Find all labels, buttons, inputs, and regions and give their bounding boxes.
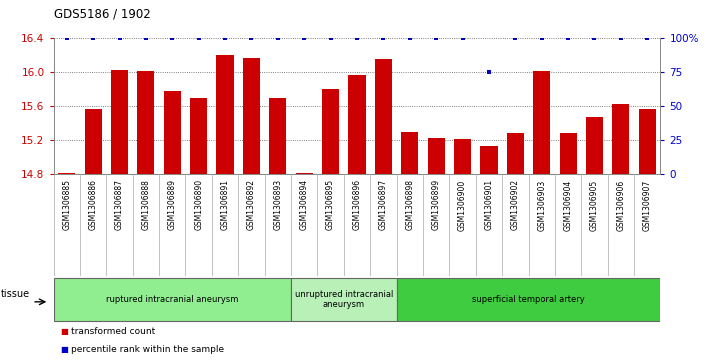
Text: GSM1306903: GSM1306903 (537, 179, 546, 231)
Text: GSM1306897: GSM1306897 (379, 179, 388, 231)
Bar (269, 98, 286, 174)
Text: GSM1306904: GSM1306904 (563, 179, 573, 231)
Text: tissue: tissue (1, 289, 30, 299)
Bar (533, 71, 550, 174)
Text: GSM1306899: GSM1306899 (432, 179, 441, 231)
Bar (507, 132, 524, 174)
Text: GDS5186 / 1902: GDS5186 / 1902 (54, 7, 151, 20)
Bar (401, 132, 418, 174)
Bar (84, 109, 101, 174)
Bar (481, 146, 498, 174)
Text: GSM1306892: GSM1306892 (247, 179, 256, 230)
Text: GSM1306894: GSM1306894 (300, 179, 308, 231)
Text: GSM1306887: GSM1306887 (115, 179, 124, 230)
Bar (243, 58, 260, 174)
Bar (613, 103, 630, 174)
Bar (560, 134, 577, 174)
Text: GSM1306890: GSM1306890 (194, 179, 203, 231)
Bar (586, 117, 603, 174)
Text: percentile rank within the sample: percentile rank within the sample (71, 345, 224, 354)
Text: GSM1306896: GSM1306896 (353, 179, 361, 231)
Text: GSM1306886: GSM1306886 (89, 179, 98, 230)
Text: GSM1306888: GSM1306888 (141, 179, 151, 230)
Text: GSM1306902: GSM1306902 (511, 179, 520, 231)
Text: GSM1306893: GSM1306893 (273, 179, 282, 231)
Text: superficial temporal artery: superficial temporal artery (472, 295, 585, 304)
Text: ■: ■ (61, 345, 69, 354)
Text: GSM1306907: GSM1306907 (643, 179, 652, 231)
Text: transformed count: transformed count (71, 327, 156, 336)
Bar (111, 70, 128, 174)
Text: ruptured intracranial aneurysm: ruptured intracranial aneurysm (106, 295, 238, 304)
Text: GSM1306898: GSM1306898 (406, 179, 414, 230)
Text: GSM1306901: GSM1306901 (484, 179, 493, 231)
Bar (428, 138, 445, 174)
Text: GSM1306885: GSM1306885 (62, 179, 71, 230)
Text: GSM1306900: GSM1306900 (458, 179, 467, 231)
FancyBboxPatch shape (291, 278, 396, 321)
Text: ■: ■ (61, 327, 69, 336)
Text: GSM1306905: GSM1306905 (590, 179, 599, 231)
Bar (137, 71, 154, 174)
FancyBboxPatch shape (54, 278, 291, 321)
Bar (639, 109, 656, 174)
Bar (58, 172, 75, 174)
Text: GSM1306906: GSM1306906 (616, 179, 625, 231)
Text: GSM1306891: GSM1306891 (221, 179, 230, 230)
Bar (216, 55, 233, 174)
Bar (164, 91, 181, 174)
Bar (454, 139, 471, 174)
Text: GSM1306889: GSM1306889 (168, 179, 177, 230)
Bar (190, 98, 207, 174)
Bar (375, 58, 392, 174)
Bar (348, 75, 366, 174)
Text: GSM1306895: GSM1306895 (326, 179, 335, 231)
FancyBboxPatch shape (396, 278, 660, 321)
Bar (322, 89, 339, 174)
Text: unruptured intracranial
aneurysm: unruptured intracranial aneurysm (295, 290, 393, 309)
Bar (296, 172, 313, 174)
